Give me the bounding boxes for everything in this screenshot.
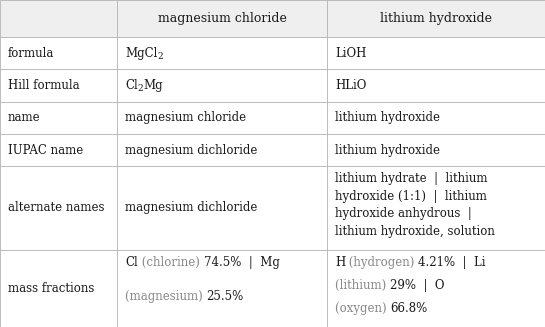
Bar [327, 69, 545, 102]
Text: H: H [335, 256, 345, 268]
Bar [117, 134, 327, 166]
Bar [327, 166, 545, 250]
Text: LiOH: LiOH [335, 47, 366, 60]
Bar [327, 250, 545, 327]
Text: 4.21%  |  Li: 4.21% | Li [419, 256, 486, 268]
Bar [117, 102, 327, 134]
Bar [0, 37, 117, 69]
Text: formula: formula [8, 47, 54, 60]
Text: 29%  |  O: 29% | O [390, 279, 445, 292]
Text: alternate names: alternate names [8, 201, 105, 215]
Bar [0, 0, 117, 37]
Text: MgCl: MgCl [125, 47, 158, 60]
Text: Cl: Cl [125, 256, 138, 268]
Text: (hydrogen): (hydrogen) [345, 256, 419, 268]
Bar [117, 69, 327, 102]
Bar [117, 250, 327, 327]
Bar [0, 166, 117, 250]
Text: magnesium chloride: magnesium chloride [125, 112, 246, 124]
Text: name: name [8, 112, 41, 124]
Text: Cl: Cl [125, 79, 138, 92]
Text: (chlorine): (chlorine) [138, 256, 203, 268]
Text: lithium hydrate  |  lithium
hydroxide (1:1)  |  lithium
hydroxide anhydrous  |
l: lithium hydrate | lithium hydroxide (1:1… [335, 172, 495, 238]
Text: (magnesium): (magnesium) [125, 290, 207, 303]
Bar [0, 250, 117, 327]
Text: (lithium): (lithium) [335, 279, 390, 292]
Text: 74.5%  |  Mg: 74.5% | Mg [203, 256, 280, 268]
Text: mass fractions: mass fractions [8, 282, 94, 295]
Text: IUPAC name: IUPAC name [8, 144, 83, 157]
Text: 25.5%: 25.5% [207, 290, 244, 303]
Text: magnesium dichloride: magnesium dichloride [125, 144, 258, 157]
Text: Mg: Mg [143, 79, 163, 92]
Text: 2: 2 [158, 52, 163, 60]
Bar [327, 0, 545, 37]
Text: magnesium chloride: magnesium chloride [158, 12, 287, 25]
Bar [327, 102, 545, 134]
Bar [327, 134, 545, 166]
Bar [0, 134, 117, 166]
Text: (oxygen): (oxygen) [335, 302, 390, 315]
Bar [117, 37, 327, 69]
Text: HLiO: HLiO [335, 79, 366, 92]
Bar [0, 102, 117, 134]
Text: magnesium dichloride: magnesium dichloride [125, 201, 258, 215]
Bar [117, 0, 327, 37]
Text: 66.8%: 66.8% [390, 302, 428, 315]
Bar [327, 37, 545, 69]
Text: lithium hydroxide: lithium hydroxide [335, 112, 440, 124]
Text: Hill formula: Hill formula [8, 79, 80, 92]
Text: 2: 2 [138, 84, 143, 93]
Text: lithium hydroxide: lithium hydroxide [380, 12, 492, 25]
Text: lithium hydroxide: lithium hydroxide [335, 144, 440, 157]
Bar [117, 166, 327, 250]
Bar [0, 69, 117, 102]
